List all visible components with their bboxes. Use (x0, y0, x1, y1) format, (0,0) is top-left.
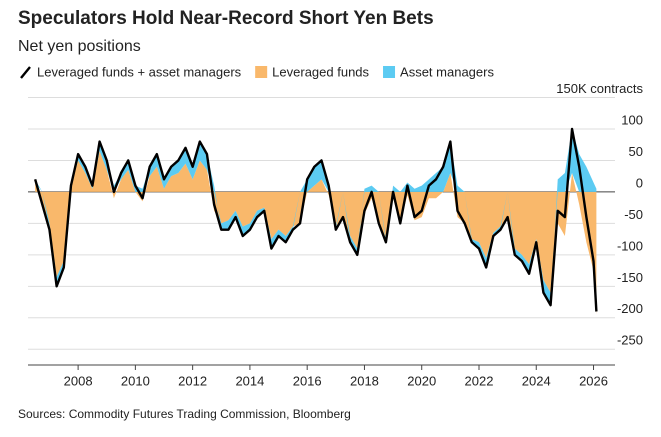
y-tick-label: 100 (621, 112, 643, 127)
y-tick-label: -250 (617, 333, 643, 348)
legend-swatch (383, 66, 396, 78)
legend-swatch (20, 66, 31, 79)
chart-title: Speculators Hold Near-Record Short Yen B… (18, 8, 434, 29)
area (35, 128, 597, 306)
line (34, 127, 598, 312)
legend: Leveraged funds + asset managers Leverage… (20, 64, 494, 79)
legend-swatch (255, 66, 268, 78)
x-tick-label: 2018 (350, 373, 379, 388)
x-tick-label: 2010 (121, 373, 150, 388)
x-tick-label: 2014 (235, 373, 264, 388)
x-tick-label: 2026 (579, 373, 608, 388)
chart-subtitle: Net yen positions (18, 38, 141, 55)
y-tick-label: -200 (617, 301, 643, 316)
legend-label: Asset managers (400, 64, 494, 79)
y-tick-label: -100 (617, 238, 643, 253)
x-tick-label: 2016 (293, 373, 322, 388)
legend-label: Leveraged funds + asset managers (37, 64, 242, 79)
y-tick-label: 50 (629, 144, 643, 159)
x-tick-label: 2022 (465, 373, 494, 388)
y-tick-label: -50 (624, 207, 643, 222)
legend-label: Leveraged funds (272, 64, 369, 79)
y-tick-label: 0 (636, 175, 643, 190)
y-tick-label: 150K contracts (556, 81, 643, 96)
x-tick-label: 2012 (178, 373, 207, 388)
source: Sources: Commodity Futures Trading Commi… (18, 407, 351, 421)
x-tick-label: 2008 (64, 373, 93, 388)
x-tick-label: 2020 (407, 373, 436, 388)
y-tick-label: -150 (617, 270, 643, 285)
x-tick-label: 2024 (522, 373, 551, 388)
plot-area: 150K contracts 100 50 0 -50 -100 -150 -200 -250 2… (28, 81, 643, 388)
